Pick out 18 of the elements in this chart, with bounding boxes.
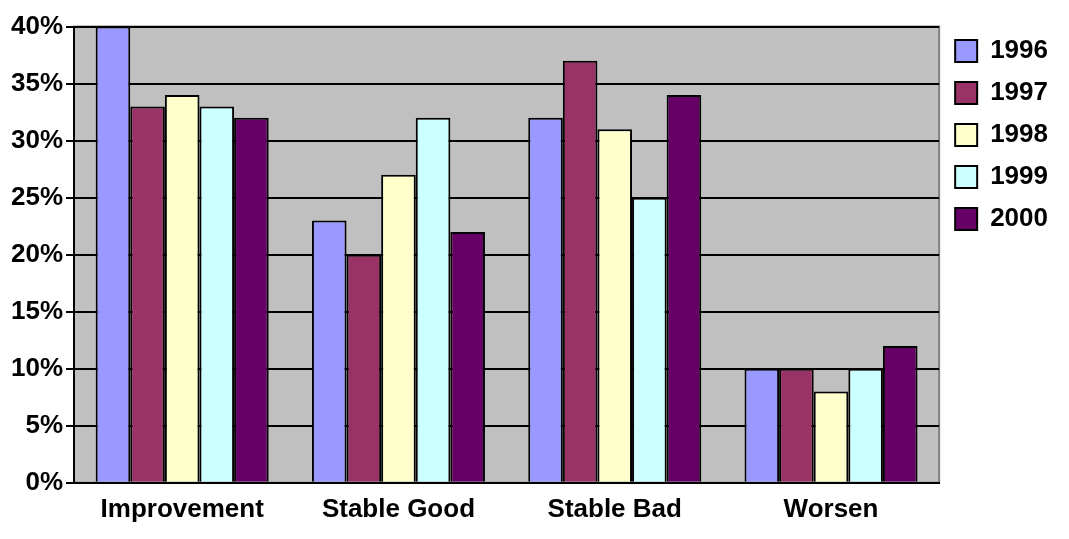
y-tick-label: 20% (10, 237, 64, 268)
y-tick-label: 0% (25, 465, 64, 496)
y-tick-label: 10% (10, 351, 64, 382)
y-tick-label: 40% (10, 9, 64, 40)
x-tick-label: Stable Good (321, 492, 476, 523)
y-tick-label: 35% (10, 66, 64, 97)
legend-label: 1996 (990, 34, 1048, 65)
legend-label: 1999 (990, 160, 1048, 191)
legend-label: 2000 (990, 202, 1048, 233)
x-tick-label: Worsen (783, 492, 879, 523)
legend-label: 1997 (990, 76, 1048, 107)
legend-label: 1998 (990, 118, 1048, 149)
y-tick-label: 25% (10, 180, 64, 211)
y-tick-label: 30% (10, 123, 64, 154)
y-tick-label: 5% (25, 408, 64, 439)
y-tick-label: 15% (10, 294, 64, 325)
x-tick-label: Improvement (100, 492, 265, 523)
x-tick-label: Stable Bad (547, 492, 682, 523)
